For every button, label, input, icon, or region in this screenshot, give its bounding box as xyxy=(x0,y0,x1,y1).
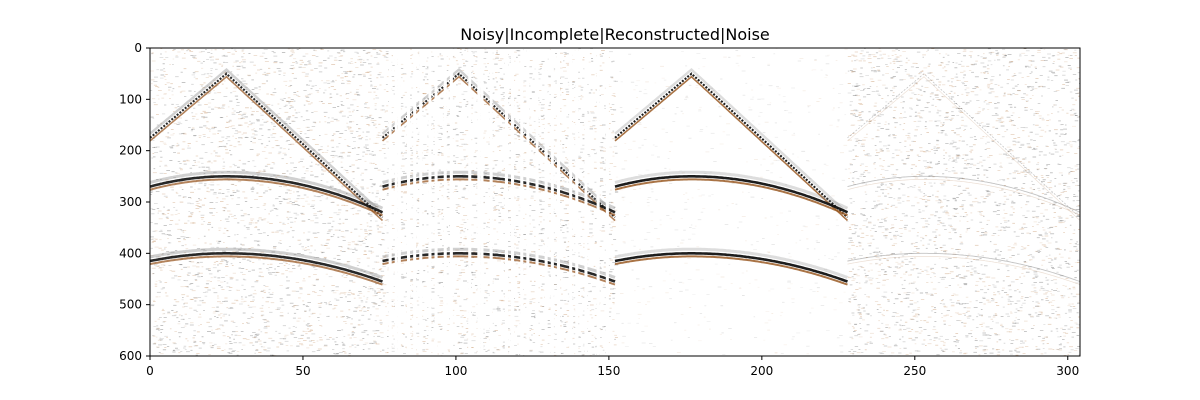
event-2-positive xyxy=(150,178,383,217)
event-1-positive xyxy=(614,75,849,222)
event-2-negative xyxy=(150,175,384,214)
missing-trace xyxy=(520,48,524,356)
x-tick-label: 200 xyxy=(750,364,773,378)
event-1-positive xyxy=(150,75,384,222)
missing-trace xyxy=(397,48,401,356)
y-tick-label: 0 xyxy=(134,41,142,55)
event-2-positive xyxy=(847,179,1080,216)
panel-reconstructed xyxy=(615,48,851,356)
missing-trace xyxy=(419,48,423,356)
missing-trace xyxy=(434,48,438,356)
y-tick-label: 500 xyxy=(119,298,142,312)
missing-trace xyxy=(526,48,530,356)
y-tick-label: 300 xyxy=(119,195,142,209)
event-3-negative xyxy=(614,252,848,283)
missing-trace xyxy=(449,48,453,356)
missing-trace xyxy=(388,48,392,356)
x-tick-label: 100 xyxy=(444,364,467,378)
missing-trace xyxy=(584,48,588,356)
missing-trace xyxy=(477,48,481,356)
event-3-negative xyxy=(847,252,1080,283)
missing-trace xyxy=(407,48,411,356)
missing-trace xyxy=(504,48,508,356)
missing-trace-layer xyxy=(388,48,609,356)
missing-trace xyxy=(535,48,539,356)
event-1-negative xyxy=(847,73,1080,218)
missing-trace xyxy=(550,48,554,356)
event-1-halo xyxy=(150,68,384,215)
missing-trace xyxy=(544,48,548,356)
event-2-positive xyxy=(614,178,848,217)
missing-trace xyxy=(489,48,493,356)
missing-trace xyxy=(394,48,398,356)
plot-background xyxy=(150,48,1080,356)
missing-trace xyxy=(428,48,432,356)
event-3-halo xyxy=(150,247,384,279)
event-1-negative xyxy=(150,72,384,219)
y-axis: 0 100 200 300 400 500 600 xyxy=(119,41,150,363)
events-reconstructed xyxy=(614,68,849,286)
missing-trace xyxy=(443,48,447,356)
y-tick-label: 600 xyxy=(119,349,142,363)
missing-trace xyxy=(556,48,560,356)
events-noisy xyxy=(150,68,384,286)
y-tick-label: 100 xyxy=(119,92,142,106)
event-3-positive xyxy=(847,256,1080,285)
missing-trace xyxy=(575,48,579,356)
event-1-halo xyxy=(614,68,849,215)
y-tick-label: 400 xyxy=(119,246,142,260)
event-3-positive xyxy=(614,255,848,286)
event-2-halo xyxy=(614,170,849,210)
event-2-negative xyxy=(614,175,849,214)
y-tick-label: 200 xyxy=(119,144,142,158)
missing-trace xyxy=(596,48,600,356)
missing-trace xyxy=(468,48,472,356)
event-2-halo xyxy=(150,170,384,210)
chart-title: Noisy|Incomplete|Reconstructed|Noise xyxy=(460,25,770,44)
x-tick-label: 0 xyxy=(146,364,154,378)
event-3-negative xyxy=(150,252,383,283)
events-noise xyxy=(847,73,1080,285)
x-tick-label: 300 xyxy=(1056,364,1079,378)
event-1-negative xyxy=(614,72,849,219)
x-axis: 0 50 100 150 200 250 300 xyxy=(146,356,1079,378)
missing-trace xyxy=(511,48,515,356)
plot-area xyxy=(150,48,1080,356)
event-3-positive xyxy=(150,255,383,286)
x-tick-label: 250 xyxy=(903,364,926,378)
panel-noise xyxy=(847,48,1080,356)
missing-trace xyxy=(480,48,484,356)
missing-trace xyxy=(605,48,609,356)
event-1-positive xyxy=(847,76,1080,221)
missing-trace xyxy=(413,48,417,356)
missing-trace xyxy=(569,48,573,356)
x-tick-label: 50 xyxy=(295,364,310,378)
event-2-negative xyxy=(847,175,1080,213)
x-tick-label: 150 xyxy=(597,364,620,378)
event-3-halo xyxy=(614,247,849,279)
